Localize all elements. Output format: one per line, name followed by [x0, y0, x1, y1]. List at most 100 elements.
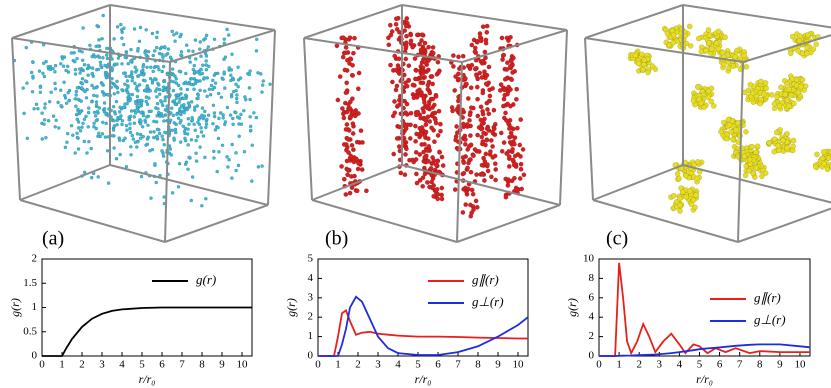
particle [469, 62, 475, 68]
particle [146, 123, 150, 128]
particle [503, 110, 508, 116]
particle [162, 88, 167, 92]
particle [151, 69, 155, 74]
particle [632, 52, 639, 59]
particle [129, 47, 133, 52]
particle [407, 135, 413, 141]
particle [177, 161, 182, 166]
particle [182, 102, 186, 107]
particle [497, 88, 503, 93]
particle [168, 111, 173, 115]
particle [788, 50, 794, 57]
particle [204, 125, 208, 130]
particle [482, 116, 487, 122]
particle [223, 120, 228, 124]
y-axis-label: g(r) [565, 298, 579, 317]
particle [139, 98, 144, 103]
particle [475, 113, 481, 119]
particle [222, 86, 227, 90]
particle [152, 76, 157, 81]
particle [88, 43, 92, 48]
particle [160, 69, 164, 74]
particle [53, 70, 57, 74]
particle [145, 142, 150, 146]
particle [785, 103, 792, 109]
particle [40, 111, 44, 115]
particle [358, 128, 364, 134]
x-tick-label: 9 [777, 359, 783, 371]
particle [152, 49, 157, 53]
particle [413, 138, 418, 144]
particle [51, 114, 56, 118]
particle [220, 143, 225, 148]
particle [414, 32, 420, 38]
particle [728, 128, 735, 135]
particle [78, 109, 83, 114]
particle [463, 202, 469, 208]
particle [44, 59, 48, 64]
particle [65, 140, 69, 144]
particle [94, 100, 99, 104]
particle [160, 149, 164, 153]
particle [92, 121, 96, 126]
particle [204, 33, 209, 38]
particle [121, 42, 126, 47]
particle [184, 160, 189, 164]
box-edge [303, 37, 313, 201]
particle [170, 191, 175, 195]
particle [141, 113, 146, 118]
particle [138, 136, 143, 141]
particle [78, 71, 82, 75]
box-edge [456, 61, 463, 243]
particle [53, 81, 57, 86]
particle [90, 83, 94, 88]
particle [776, 103, 783, 109]
particle [200, 63, 205, 67]
particle [111, 104, 116, 109]
particle [71, 133, 75, 137]
particle [490, 143, 495, 149]
particle [350, 73, 356, 78]
particle [114, 99, 119, 104]
particle [113, 112, 118, 116]
particle [506, 163, 512, 169]
particle [480, 58, 486, 64]
particle [136, 89, 140, 93]
particle [420, 70, 426, 76]
particle [682, 172, 689, 179]
particle [239, 122, 244, 126]
particle [479, 162, 485, 168]
y-tick-label: 0 [589, 350, 595, 362]
particle [635, 60, 642, 67]
particle [150, 147, 155, 152]
particle [753, 164, 760, 171]
particle [784, 81, 790, 87]
particle [762, 80, 769, 86]
particle [502, 76, 508, 82]
particle [404, 15, 410, 21]
particle [465, 165, 470, 171]
particle [468, 169, 474, 175]
x-tick-label: 5 [697, 359, 703, 371]
particle [498, 82, 504, 88]
particle [92, 124, 96, 129]
particle [512, 141, 517, 147]
particle [394, 83, 400, 89]
particle [350, 50, 356, 56]
particle [820, 149, 827, 155]
particle [258, 72, 263, 76]
particle [790, 143, 797, 150]
particle [425, 148, 430, 154]
particle [503, 176, 509, 182]
particle [65, 131, 70, 136]
particle [723, 135, 730, 142]
particle [435, 196, 441, 202]
particle [420, 175, 426, 181]
particle [705, 88, 712, 95]
particle [828, 149, 831, 155]
particle [490, 129, 495, 135]
particle [216, 136, 221, 141]
particle [205, 94, 209, 99]
y-tick-label: 5 [308, 253, 314, 265]
particle [236, 163, 241, 168]
